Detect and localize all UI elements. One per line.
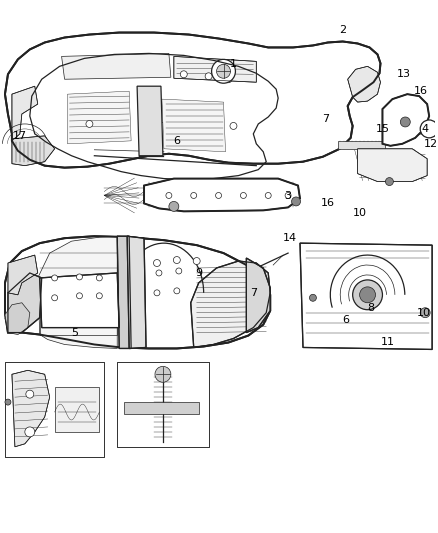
Polygon shape: [124, 402, 199, 414]
Polygon shape: [62, 53, 171, 79]
Text: 9: 9: [195, 268, 202, 278]
Circle shape: [400, 117, 410, 127]
Circle shape: [52, 275, 58, 281]
Circle shape: [212, 59, 236, 83]
Polygon shape: [162, 99, 226, 152]
Circle shape: [292, 197, 300, 206]
Circle shape: [216, 64, 230, 78]
Text: 10: 10: [417, 308, 431, 318]
Circle shape: [240, 192, 246, 198]
Circle shape: [154, 290, 160, 296]
Polygon shape: [40, 273, 119, 328]
Circle shape: [309, 294, 316, 301]
Polygon shape: [12, 86, 38, 141]
Circle shape: [420, 120, 438, 138]
Text: 15: 15: [375, 124, 389, 134]
Polygon shape: [5, 362, 104, 457]
Polygon shape: [38, 236, 117, 349]
Text: 6: 6: [173, 136, 180, 146]
Circle shape: [420, 308, 430, 318]
Text: 11: 11: [381, 337, 395, 348]
Polygon shape: [55, 387, 99, 432]
Circle shape: [176, 268, 182, 274]
Circle shape: [166, 192, 172, 198]
Circle shape: [26, 390, 34, 398]
Circle shape: [191, 192, 197, 198]
Circle shape: [155, 366, 171, 382]
Circle shape: [230, 123, 237, 130]
Circle shape: [285, 192, 291, 198]
Polygon shape: [174, 56, 256, 82]
Circle shape: [353, 280, 382, 310]
Text: 7: 7: [322, 114, 329, 124]
Polygon shape: [117, 236, 131, 349]
Circle shape: [86, 120, 93, 127]
Polygon shape: [338, 141, 385, 149]
Text: 16: 16: [414, 86, 428, 96]
Circle shape: [173, 256, 180, 263]
Polygon shape: [246, 258, 270, 333]
Text: 4: 4: [422, 124, 429, 134]
Text: 12: 12: [424, 139, 438, 149]
Polygon shape: [8, 273, 42, 333]
Circle shape: [96, 275, 102, 281]
Text: 14: 14: [283, 233, 297, 243]
Text: 3: 3: [285, 191, 292, 201]
Circle shape: [169, 201, 179, 212]
Text: 1: 1: [230, 59, 237, 69]
Text: 2: 2: [339, 25, 346, 35]
Polygon shape: [357, 149, 427, 182]
Text: 7: 7: [250, 288, 257, 298]
Polygon shape: [67, 91, 131, 144]
Circle shape: [385, 177, 393, 185]
Text: 6: 6: [342, 314, 349, 325]
Text: 16: 16: [321, 198, 335, 208]
Polygon shape: [12, 370, 49, 447]
Polygon shape: [300, 243, 432, 350]
Circle shape: [5, 399, 11, 405]
Polygon shape: [5, 236, 270, 349]
Polygon shape: [137, 86, 163, 156]
Polygon shape: [144, 179, 300, 212]
Text: 10: 10: [353, 208, 367, 219]
Circle shape: [174, 288, 180, 294]
Polygon shape: [5, 303, 30, 335]
Text: 8: 8: [367, 303, 374, 313]
Polygon shape: [348, 66, 381, 102]
Circle shape: [215, 192, 222, 198]
Circle shape: [180, 71, 187, 78]
Circle shape: [153, 260, 160, 266]
Text: 17: 17: [13, 131, 27, 141]
Circle shape: [77, 293, 82, 299]
Circle shape: [106, 69, 113, 76]
Circle shape: [52, 295, 58, 301]
Circle shape: [96, 293, 102, 299]
Circle shape: [77, 274, 82, 280]
Circle shape: [265, 192, 271, 198]
Circle shape: [193, 257, 200, 264]
Circle shape: [156, 270, 162, 276]
Circle shape: [360, 287, 375, 303]
Circle shape: [225, 76, 232, 83]
Polygon shape: [191, 261, 270, 348]
Circle shape: [131, 68, 138, 75]
Circle shape: [155, 69, 162, 76]
Text: 5: 5: [71, 328, 78, 337]
Polygon shape: [5, 33, 381, 168]
Circle shape: [25, 427, 35, 437]
Polygon shape: [8, 255, 38, 295]
Circle shape: [84, 71, 91, 78]
Circle shape: [205, 73, 212, 80]
Polygon shape: [127, 236, 146, 349]
Text: 13: 13: [397, 69, 411, 79]
Polygon shape: [12, 136, 55, 166]
Polygon shape: [382, 94, 429, 146]
Polygon shape: [117, 362, 208, 447]
